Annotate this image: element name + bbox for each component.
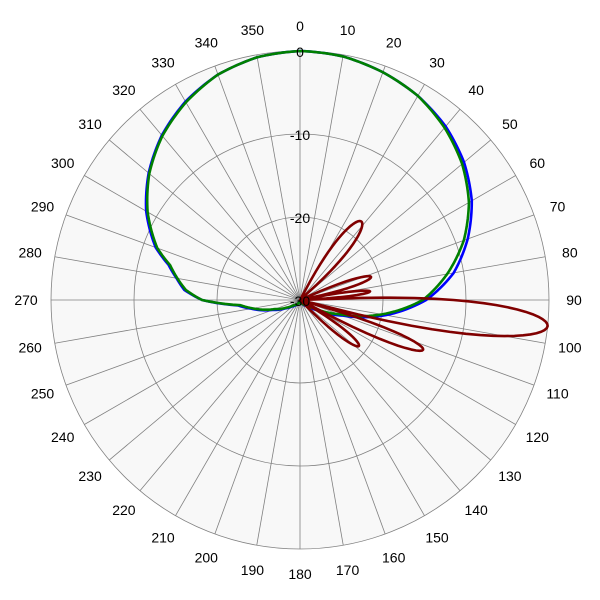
angle-tick-label: 20 bbox=[386, 35, 402, 51]
angle-tick-label: 0 bbox=[296, 18, 304, 34]
angle-tick-label: 160 bbox=[382, 549, 406, 565]
angle-tick-label: 270 bbox=[14, 292, 38, 308]
angle-tick-label: 10 bbox=[340, 22, 356, 38]
angle-tick-label: 130 bbox=[498, 468, 522, 484]
spoke-70 bbox=[299, 214, 535, 301]
spoke-350 bbox=[256, 54, 301, 301]
angle-tick-label: 70 bbox=[550, 198, 566, 214]
angle-tick-label: 200 bbox=[195, 549, 219, 565]
spoke-170 bbox=[299, 299, 344, 546]
angle-tick-label: 140 bbox=[464, 502, 488, 518]
angle-tick-label: 30 bbox=[429, 55, 445, 71]
spoke-340 bbox=[214, 65, 301, 301]
spoke-200 bbox=[214, 299, 301, 535]
spoke-230 bbox=[108, 299, 301, 461]
angle-tick-label: 320 bbox=[112, 82, 136, 98]
angle-tick-label: 310 bbox=[78, 116, 102, 132]
angle-tick-label: 350 bbox=[241, 22, 265, 38]
angle-tick-label: 110 bbox=[546, 386, 569, 402]
angle-tick-label: 340 bbox=[195, 35, 219, 51]
spoke-40 bbox=[299, 108, 461, 301]
spoke-320 bbox=[139, 108, 301, 301]
angle-tick-label: 250 bbox=[31, 386, 55, 402]
ring--20 bbox=[216, 216, 384, 384]
spoke-260 bbox=[54, 299, 301, 344]
spoke-60 bbox=[299, 175, 516, 301]
spoke-240 bbox=[84, 299, 301, 425]
spoke-210 bbox=[175, 299, 301, 516]
angle-tick-label: 190 bbox=[241, 562, 265, 578]
spoke-10 bbox=[299, 54, 344, 301]
spoke-290 bbox=[65, 214, 301, 301]
spoke-130 bbox=[299, 299, 492, 461]
radial-tick-label: -10 bbox=[290, 127, 310, 143]
series-line-3 bbox=[298, 219, 549, 353]
angle-tick-label: 240 bbox=[51, 429, 75, 445]
spoke-50 bbox=[299, 139, 492, 301]
angle-tick-label: 180 bbox=[288, 566, 312, 582]
angle-tick-label: 280 bbox=[18, 244, 42, 260]
angle-tick-label: 120 bbox=[526, 429, 550, 445]
radial-tick-label: 0 bbox=[296, 44, 304, 60]
angle-tick-label: 150 bbox=[425, 529, 449, 545]
series-layer bbox=[144, 49, 549, 353]
angle-tick-label: 170 bbox=[336, 562, 360, 578]
angle-tick-label: 90 bbox=[566, 292, 582, 308]
radial-tick-label: -30 bbox=[290, 293, 310, 309]
spoke-20 bbox=[299, 65, 386, 301]
spoke-150 bbox=[299, 299, 425, 516]
angle-tick-label: 80 bbox=[562, 244, 578, 260]
angle-tick-label: 300 bbox=[51, 155, 75, 171]
angle-labels: 0 10 20 30 40 50 60 70 80 90 100 110 120 130 140 150 160… bbox=[14, 18, 582, 582]
spoke-300 bbox=[84, 175, 301, 301]
spoke-120 bbox=[299, 299, 516, 425]
angle-tick-label: 50 bbox=[502, 116, 518, 132]
angle-tick-label: 230 bbox=[78, 468, 102, 484]
spoke-140 bbox=[299, 299, 461, 492]
angle-tick-label: 260 bbox=[18, 340, 42, 356]
angle-tick-label: 210 bbox=[151, 529, 175, 545]
spoke-250 bbox=[65, 299, 301, 386]
spoke-330 bbox=[175, 84, 301, 301]
spoke-310 bbox=[108, 139, 301, 301]
spoke-160 bbox=[299, 299, 386, 535]
angle-tick-label: 290 bbox=[31, 198, 55, 214]
spoke-190 bbox=[256, 299, 301, 546]
angle-tick-label: 40 bbox=[468, 82, 484, 98]
angle-tick-label: 220 bbox=[112, 502, 136, 518]
radial-tick-label: -20 bbox=[290, 210, 310, 226]
angle-tick-label: 100 bbox=[558, 340, 582, 356]
spoke-220 bbox=[139, 299, 301, 492]
angle-tick-label: 330 bbox=[151, 55, 175, 71]
angle-tick-label: 60 bbox=[530, 155, 546, 171]
